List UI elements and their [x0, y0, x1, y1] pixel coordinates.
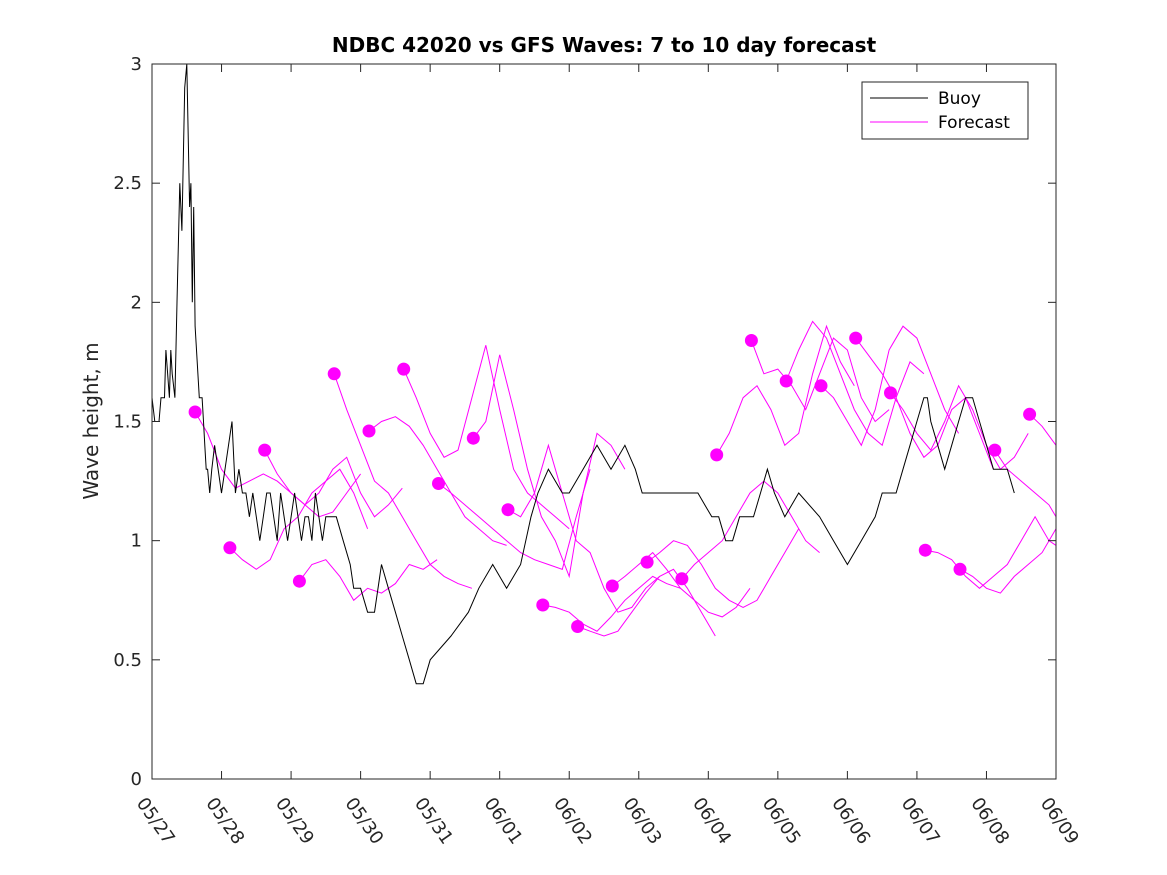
forecast-line-20 — [855, 337, 994, 470]
forecast-line-7 — [403, 345, 570, 530]
forecast-line-23 — [959, 528, 1057, 594]
forecast-line-17 — [750, 337, 890, 423]
chart-title: NDBC 42020 vs GFS Waves: 7 to 10 day for… — [332, 33, 877, 57]
forecast-line-4 — [298, 559, 438, 602]
forecast-start-marker-17 — [744, 334, 758, 347]
y-tick-label-0: 0 — [131, 769, 142, 790]
forecast-start-marker-16 — [710, 448, 724, 462]
forecast-start-marker-3 — [258, 443, 272, 457]
forecast-line-14 — [646, 528, 800, 608]
forecast-start-marker-20 — [849, 331, 863, 345]
forecast-line-3 — [264, 449, 403, 518]
forecast-line-6 — [368, 416, 507, 546]
y-tick-label-1: 0.5 — [113, 650, 142, 671]
forecast-start-marker-4 — [292, 574, 306, 588]
forecast-line-1 — [194, 411, 362, 518]
forecast-start-marker-23 — [953, 562, 967, 576]
y-tick-label-6: 3 — [131, 54, 142, 75]
y-tick-label-2: 1 — [131, 531, 142, 552]
forecast-start-marker-18 — [779, 374, 793, 388]
forecast-line-12 — [577, 568, 716, 637]
forecast-line-8 — [438, 469, 591, 570]
plot-marks — [151, 63, 1057, 685]
y-tick-label-3: 1.5 — [113, 412, 142, 433]
forecast-start-marker-2 — [223, 541, 237, 555]
forecast-start-marker-19 — [814, 379, 828, 393]
forecast-line-18 — [785, 320, 925, 447]
forecast-start-marker-13 — [605, 579, 619, 593]
y-axis-label: Wave height, m — [79, 342, 103, 499]
legend: Buoy Forecast — [861, 81, 1029, 140]
forecast-start-marker-25 — [1023, 407, 1037, 421]
forecast-start-marker-7 — [397, 362, 411, 376]
forecast-line-10 — [507, 443, 660, 613]
forecast-line-24 — [994, 449, 1057, 518]
forecast-line-19 — [820, 325, 960, 447]
forecast-line-15 — [681, 480, 820, 580]
forecast-line-9 — [472, 354, 626, 579]
forecast-start-marker-15 — [675, 572, 689, 586]
forecast-start-marker-22 — [918, 543, 932, 557]
forecast-start-marker-11 — [536, 598, 550, 612]
legend-box — [861, 81, 1029, 140]
buoy-line — [151, 63, 1015, 685]
y-tick-label-4: 2 — [131, 292, 142, 313]
legend-buoy-label: Buoy — [938, 89, 981, 109]
forecast-line-13 — [611, 551, 751, 618]
forecast-line-16 — [716, 324, 855, 456]
forecast-line-22 — [925, 515, 1057, 589]
forecast-start-marker-8 — [432, 477, 445, 490]
legend-forecast-label: Forecast — [938, 113, 1010, 133]
forecast-start-marker-10 — [501, 503, 515, 517]
forecast-start-marker-21 — [884, 386, 897, 400]
forecast-start-marker-9 — [466, 431, 480, 445]
forecast-start-marker-6 — [362, 424, 376, 438]
forecast-start-marker-1 — [188, 405, 202, 419]
y-tick-label-5: 2.5 — [113, 173, 142, 194]
forecast-start-marker-24 — [988, 443, 1002, 457]
forecast-start-marker-5 — [327, 367, 341, 381]
forecast-line-5 — [333, 373, 473, 589]
forecast-start-marker-14 — [640, 555, 654, 569]
forecast-start-marker-12 — [571, 620, 585, 633]
